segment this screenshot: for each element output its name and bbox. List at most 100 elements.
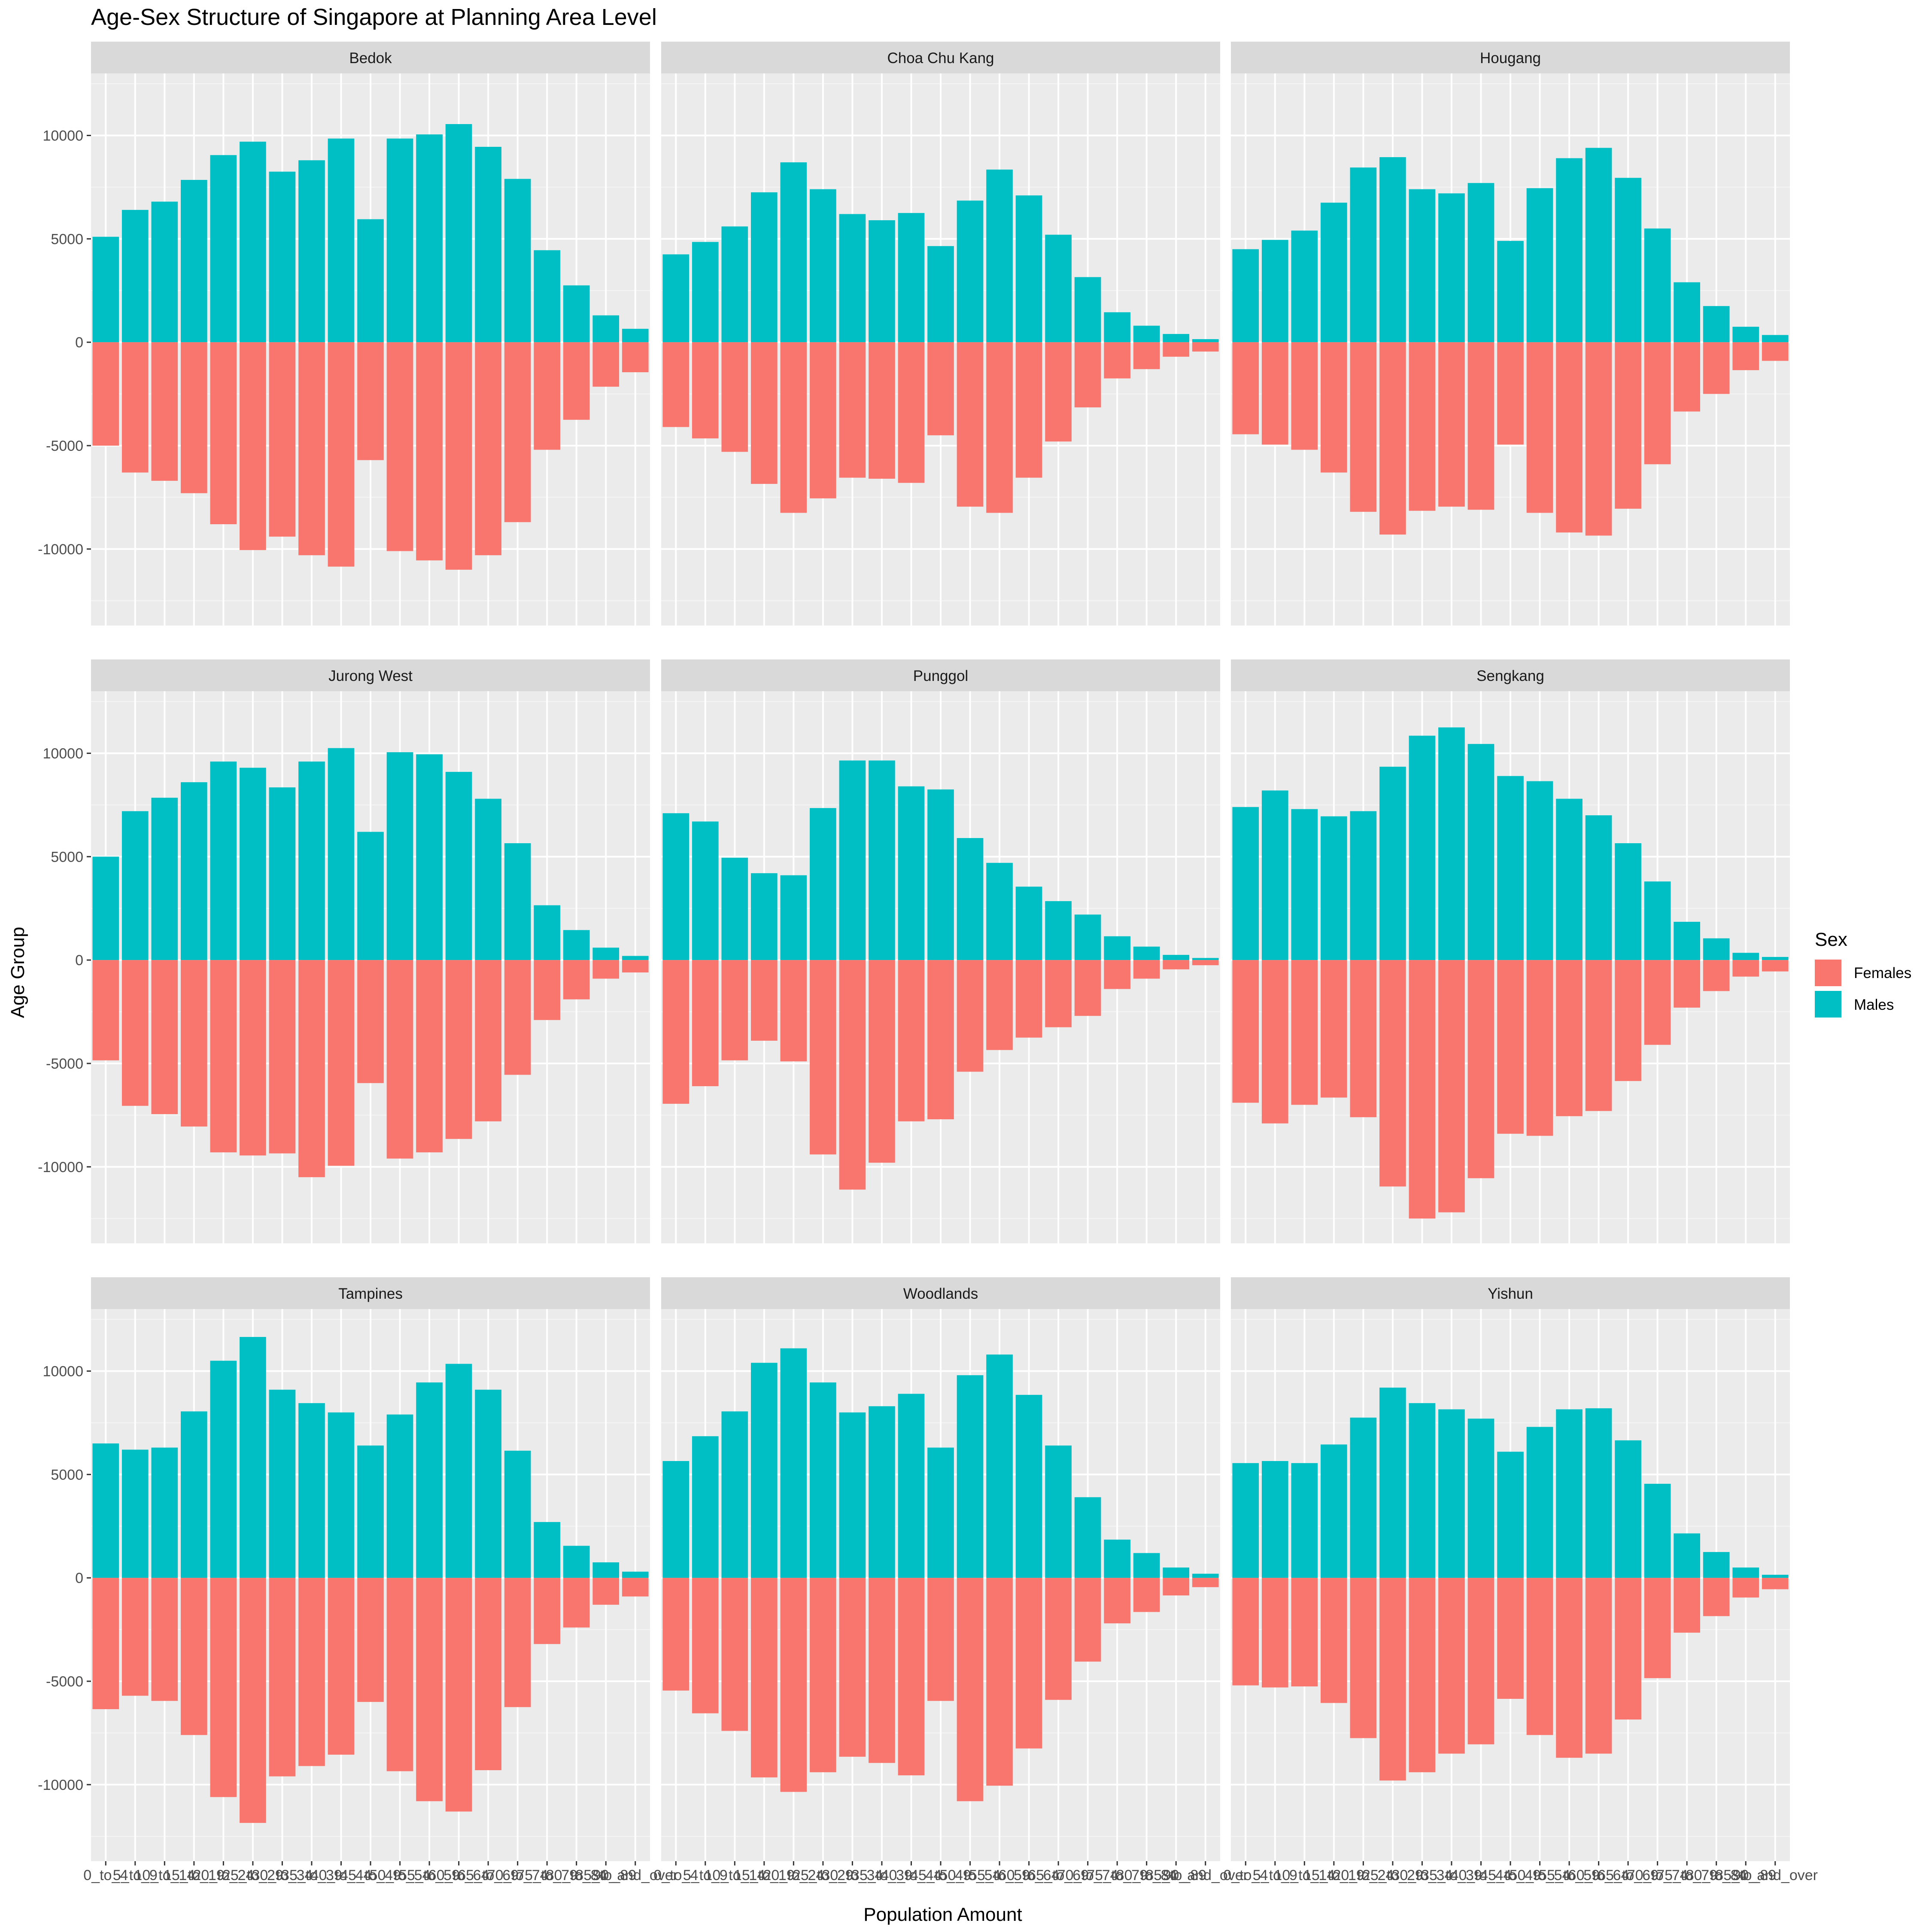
bar-males <box>151 1447 178 1578</box>
bar-males <box>1467 744 1495 960</box>
bar-males <box>751 873 778 960</box>
x-tick-label: 10_to_14 <box>704 1867 765 1883</box>
y-axis-title: Age Group <box>7 927 28 1018</box>
bar-males <box>1615 1440 1641 1578</box>
legend-key-males <box>1815 991 1841 1018</box>
bar-males <box>181 180 207 343</box>
bar-males <box>1192 958 1219 960</box>
bar-males <box>1409 189 1436 343</box>
bar-males <box>1232 249 1259 343</box>
bar-males <box>721 1411 748 1578</box>
x-tick-label: 55_to_59 <box>969 1867 1030 1883</box>
bar-females <box>1438 960 1465 1212</box>
bar-males <box>1350 167 1377 343</box>
bar-males <box>1526 781 1553 960</box>
bar-females <box>869 1578 895 1763</box>
bar-females <box>1261 960 1288 1124</box>
bar-females <box>269 342 296 537</box>
bar-males <box>504 179 531 343</box>
x-tick-label: 60_to_64 <box>999 1867 1060 1883</box>
bar-females <box>692 1578 719 1713</box>
bar-males <box>898 786 925 960</box>
bar-females <box>1438 342 1465 507</box>
bar-males <box>1526 1427 1553 1578</box>
x-tick-label: 40_to_44 <box>881 1867 942 1883</box>
bar-females <box>957 342 984 507</box>
facet-strip <box>91 659 650 691</box>
bar-males <box>1192 1574 1219 1578</box>
bar-males <box>1232 1463 1259 1578</box>
bar-females <box>1379 1578 1406 1781</box>
bar-males <box>386 752 413 960</box>
bar-females <box>1556 1578 1583 1758</box>
facet-strip <box>1231 42 1790 73</box>
bar-females <box>869 342 895 479</box>
x-tick-label: 30_to_34 <box>252 1867 313 1883</box>
bar-females <box>721 960 748 1060</box>
bar-males <box>504 843 531 960</box>
x-tick-label: 55_to_59 <box>1539 1867 1600 1883</box>
bar-females <box>662 342 690 427</box>
y-tick-label: 10000 <box>43 1363 83 1379</box>
bar-females <box>622 1578 649 1597</box>
x-tick-label: 50_to_54 <box>370 1867 431 1883</box>
bar-females <box>839 342 866 478</box>
x-tick-label: 80_to_84 <box>1686 1867 1747 1883</box>
bar-females <box>534 960 560 1020</box>
facet-strip-label: Punggol <box>913 668 968 684</box>
bar-females <box>1133 960 1160 979</box>
bar-males <box>504 1450 531 1578</box>
x-tick-label: 85_to_89 <box>575 1867 636 1883</box>
x-tick-label: 40_to_44 <box>311 1867 372 1883</box>
y-tick-label: 0 <box>75 1570 83 1586</box>
facet-strip-label: Choa Chu Kang <box>887 50 994 67</box>
facet-panels: Bedok -10000 -5000 0 5000 10000 Choa Chu Kang H… <box>38 42 1818 1883</box>
bar-females <box>1526 960 1553 1136</box>
bar-females <box>416 342 443 561</box>
bar-females <box>1163 1578 1190 1596</box>
bar-males <box>1409 1403 1436 1578</box>
x-tick-label: 90_and_over <box>1732 1867 1818 1883</box>
bar-females <box>1015 960 1042 1038</box>
bar-males <box>1497 241 1524 343</box>
bar-females <box>1192 342 1219 352</box>
bar-males <box>1762 335 1789 343</box>
bar-males <box>1438 1409 1465 1578</box>
y-tick-label: 5000 <box>51 231 83 247</box>
bar-males <box>534 250 560 343</box>
x-tick-label: 60_to_64 <box>1568 1867 1629 1883</box>
y-tick-label: 10000 <box>43 745 83 762</box>
bar-males <box>151 201 178 343</box>
bar-males <box>298 761 325 960</box>
bar-males <box>721 857 748 960</box>
bar-females <box>1732 960 1759 977</box>
bar-males <box>92 857 119 960</box>
bar-females <box>592 960 620 979</box>
bar-females <box>1409 342 1436 511</box>
bar-females <box>1497 960 1524 1134</box>
x-tick-label: 85_to_89 <box>1715 1867 1776 1883</box>
bar-males <box>386 138 413 343</box>
bar-females <box>504 342 531 522</box>
bar-females <box>1261 1578 1288 1688</box>
bar-females <box>1762 342 1789 361</box>
bar-females <box>504 1578 531 1707</box>
x-tick-label: 45_to_49 <box>910 1867 971 1883</box>
facet-strip <box>1231 659 1790 691</box>
bar-males <box>692 1436 719 1578</box>
bar-males <box>927 246 954 343</box>
y-tick-label: -5000 <box>46 438 83 454</box>
bar-females <box>210 960 237 1153</box>
bar-males <box>122 210 149 343</box>
bar-females <box>1644 342 1671 465</box>
facet-strip <box>91 42 650 73</box>
bar-males <box>122 811 149 960</box>
bar-females <box>1703 342 1730 394</box>
bar-males <box>898 1394 925 1578</box>
bar-females <box>1674 1578 1700 1633</box>
bar-males <box>328 138 355 343</box>
bar-females <box>1762 1578 1789 1589</box>
bar-males <box>927 789 954 960</box>
bar-females <box>1321 960 1347 1098</box>
bar-males <box>1321 816 1347 960</box>
